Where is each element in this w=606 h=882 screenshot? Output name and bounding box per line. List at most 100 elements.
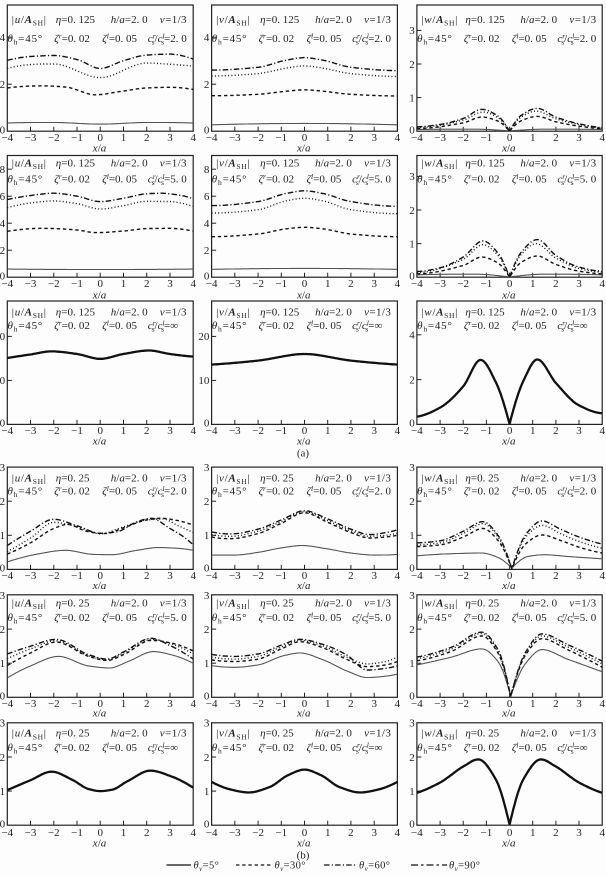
svg-text:h/a=2. 0: h/a=2. 0 [111,598,148,610]
svg-text:ζl=0. 05: ζl=0. 05 [512,610,547,623]
svg-text:|v/ASH|: |v/ASH| [216,157,250,171]
svg-text:0: 0 [204,563,210,575]
svg-text:0: 0 [302,827,308,839]
svg-text:crs/cls=2. 0: cr s/cl s=2. 0 [352,484,391,499]
svg-text:−2: −2 [48,425,60,437]
svg-text:0: 0 [507,278,513,290]
svg-text:−4: −4 [411,827,423,839]
svg-text:2: 2 [409,59,415,71]
svg-text:−3: −3 [434,827,446,839]
svg-text:ν=1/3: ν=1/3 [364,306,391,318]
svg-text:θh=45°: θh=45° [212,320,248,334]
svg-text:ζr=0. 02: ζr=0. 02 [54,484,90,497]
svg-text:−3: −3 [229,698,241,710]
svg-text:crs/cls=∞: cr s/cl s=∞ [557,319,587,334]
svg-text:x/a: x/a [501,707,516,719]
svg-text:−3: −3 [229,278,241,290]
svg-text:−1: −1 [71,698,83,710]
svg-text:−4: −4 [411,425,423,437]
svg-text:3: 3 [576,698,582,710]
svg-text:θv=60°: θv=60° [359,861,390,873]
svg-text:0: 0 [409,691,415,703]
svg-text:0: 0 [409,125,415,137]
svg-text:−4: −4 [1,570,13,582]
svg-text:θh=45°: θh=45° [417,320,453,334]
svg-text:1: 1 [530,570,536,582]
svg-text:3: 3 [409,171,415,183]
svg-text:x/a: x/a [92,707,107,719]
svg-text:ζr=0. 02: ζr=0. 02 [464,610,500,623]
svg-text:0: 0 [97,827,103,839]
svg-text:ζl=0. 05: ζl=0. 05 [102,31,137,44]
svg-text:ν=1/3: ν=1/3 [160,728,187,740]
svg-text:x/a: x/a [296,142,311,154]
svg-text:−2: −2 [252,827,264,839]
svg-text:4: 4 [395,132,401,144]
svg-text:3: 3 [409,718,415,730]
svg-text:3: 3 [167,425,173,437]
svg-text:0: 0 [302,425,308,437]
svg-text:|w/ASH|: |w/ASH| [421,472,458,486]
svg-text:(a): (a) [297,447,310,459]
svg-text:4: 4 [409,330,415,342]
svg-text:−3: −3 [25,132,37,144]
svg-text:|u/ASH|: |u/ASH| [12,728,47,742]
svg-text:0: 0 [0,691,6,703]
svg-text:η=0. 125: η=0. 125 [465,306,505,318]
svg-text:2: 2 [553,132,559,144]
svg-text:ζr=0. 02: ζr=0. 02 [54,172,90,185]
svg-text:−3: −3 [229,425,241,437]
svg-text:crs/cls=∞: cr s/cl s=∞ [557,740,587,755]
svg-text:h/a=2. 0: h/a=2. 0 [520,157,557,169]
svg-text:ν=1/3: ν=1/3 [569,14,596,26]
svg-text:−1: −1 [71,278,83,290]
svg-text:ζl=0. 05: ζl=0. 05 [307,740,342,753]
svg-text:−1: −1 [275,132,287,144]
svg-text:h/a=2. 0: h/a=2. 0 [315,157,352,169]
svg-text:0: 0 [97,698,103,710]
svg-text:1: 1 [121,698,127,710]
svg-text:−3: −3 [434,698,446,710]
svg-text:8: 8 [0,164,6,176]
svg-text:ν=1/3: ν=1/3 [364,14,391,26]
svg-text:−1: −1 [71,827,83,839]
svg-text:2: 2 [144,698,150,710]
svg-text:−3: −3 [434,278,446,290]
svg-text:3: 3 [576,278,582,290]
svg-text:4: 4 [0,32,6,44]
svg-text:ζl=0. 05: ζl=0. 05 [102,484,137,497]
svg-text:crs/cls=2. 0: cr s/cl s=2. 0 [557,31,596,46]
svg-text:2: 2 [0,624,5,636]
svg-text:η=0. 125: η=0. 125 [465,14,505,26]
svg-text:x/a: x/a [296,435,311,447]
svg-text:0: 0 [409,418,415,430]
svg-text:−3: −3 [25,698,37,710]
svg-text:crs/cls=∞: cr s/cl s=∞ [148,740,178,755]
svg-text:η=0. 25: η=0. 25 [465,728,499,740]
svg-text:−3: −3 [229,570,241,582]
svg-text:crs/cls=5. 0: cr s/cl s=5. 0 [148,172,187,187]
svg-text:x/a: x/a [501,837,516,849]
svg-text:η=0. 25: η=0. 25 [465,598,499,610]
svg-text:3: 3 [167,698,173,710]
svg-text:3: 3 [0,462,6,474]
svg-text:4: 4 [190,698,196,710]
svg-text:ζr=0. 02: ζr=0. 02 [464,484,500,497]
svg-text:3: 3 [576,827,582,839]
svg-text:−4: −4 [411,698,423,710]
svg-text:4: 4 [190,425,196,437]
svg-text:1: 1 [409,238,415,250]
svg-text:2: 2 [144,278,150,290]
svg-text:h/a=2. 0: h/a=2. 0 [111,728,148,740]
svg-text:0: 0 [409,563,415,575]
svg-text:−4: −4 [206,827,218,839]
svg-text:−4: −4 [411,132,423,144]
svg-text:2: 2 [144,570,150,582]
svg-text:x/a: x/a [92,580,107,592]
svg-text:4: 4 [190,278,196,290]
svg-text:−1: −1 [275,570,287,582]
svg-text:2: 2 [204,245,210,257]
svg-text:3: 3 [167,132,173,144]
svg-text:x/a: x/a [501,580,516,592]
svg-text:4: 4 [599,278,605,290]
